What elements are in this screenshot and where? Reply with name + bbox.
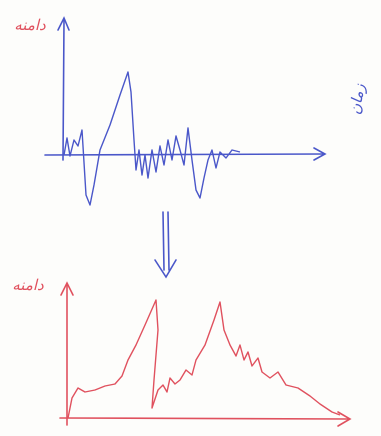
bottom-amplitude-label: دامنه [12, 276, 44, 294]
top-amplitude-label: دامنه [14, 16, 46, 34]
top-y-axis [63, 20, 64, 160]
bottom-x-axis [60, 418, 348, 419]
arrow-shaft-right [168, 212, 169, 270]
sketch: دامنه زمان دامنه [0, 0, 381, 436]
arrow-shaft-left [163, 212, 164, 270]
paper [0, 0, 381, 436]
